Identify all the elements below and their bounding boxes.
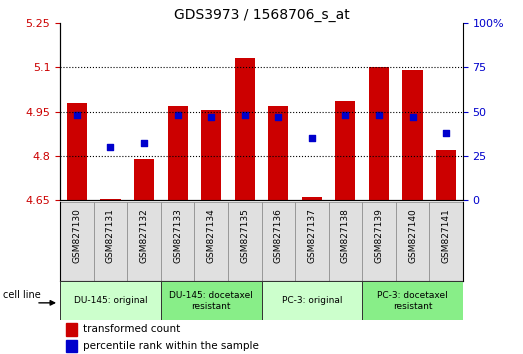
Point xyxy=(442,130,450,136)
Text: GSM827133: GSM827133 xyxy=(173,208,182,263)
Text: PC-3: original: PC-3: original xyxy=(281,296,342,306)
Text: GSM827141: GSM827141 xyxy=(441,208,451,263)
Bar xyxy=(60,202,94,281)
Bar xyxy=(403,70,423,200)
Bar xyxy=(396,202,429,281)
Point xyxy=(341,112,349,118)
Bar xyxy=(66,339,77,352)
Bar xyxy=(295,202,328,281)
Point xyxy=(274,114,282,120)
Bar xyxy=(268,105,288,200)
Bar xyxy=(262,202,295,281)
Point xyxy=(207,114,215,120)
Bar xyxy=(335,101,356,200)
Text: GSM827130: GSM827130 xyxy=(72,208,82,263)
Bar xyxy=(362,281,463,320)
Bar xyxy=(127,202,161,281)
Bar xyxy=(66,323,77,336)
Text: transformed count: transformed count xyxy=(84,324,180,334)
Text: DU-145: original: DU-145: original xyxy=(74,296,147,306)
Bar xyxy=(134,159,154,200)
Bar xyxy=(235,58,255,200)
Text: PC-3: docetaxel
resistant: PC-3: docetaxel resistant xyxy=(377,291,448,310)
Title: GDS3973 / 1568706_s_at: GDS3973 / 1568706_s_at xyxy=(174,8,349,22)
Point xyxy=(408,114,417,120)
Point xyxy=(308,135,316,141)
Text: GSM827138: GSM827138 xyxy=(341,208,350,263)
Bar xyxy=(369,67,389,200)
Bar xyxy=(302,197,322,200)
Bar xyxy=(436,150,456,200)
Text: GSM827135: GSM827135 xyxy=(240,208,249,263)
Point xyxy=(106,144,115,150)
Point xyxy=(73,112,81,118)
Bar xyxy=(67,103,87,200)
Text: GSM827140: GSM827140 xyxy=(408,208,417,263)
Bar xyxy=(94,202,127,281)
Point xyxy=(140,141,148,146)
Bar xyxy=(161,202,195,281)
Text: GSM827136: GSM827136 xyxy=(274,208,283,263)
Point xyxy=(241,112,249,118)
Text: percentile rank within the sample: percentile rank within the sample xyxy=(84,341,259,351)
Text: cell line: cell line xyxy=(3,290,41,300)
Bar xyxy=(161,281,262,320)
Bar xyxy=(201,110,221,200)
Text: GSM827139: GSM827139 xyxy=(374,208,383,263)
Bar xyxy=(328,202,362,281)
Bar xyxy=(195,202,228,281)
Text: GSM827132: GSM827132 xyxy=(140,208,149,263)
Bar xyxy=(429,202,463,281)
Bar xyxy=(100,199,120,200)
Text: DU-145: docetaxel
resistant: DU-145: docetaxel resistant xyxy=(169,291,253,310)
Bar xyxy=(228,202,262,281)
Point xyxy=(174,112,182,118)
Bar xyxy=(262,281,362,320)
Text: GSM827137: GSM827137 xyxy=(308,208,316,263)
Text: GSM827134: GSM827134 xyxy=(207,208,215,263)
Bar xyxy=(60,281,161,320)
Bar xyxy=(362,202,396,281)
Point xyxy=(375,112,383,118)
Bar xyxy=(167,105,188,200)
Text: GSM827131: GSM827131 xyxy=(106,208,115,263)
